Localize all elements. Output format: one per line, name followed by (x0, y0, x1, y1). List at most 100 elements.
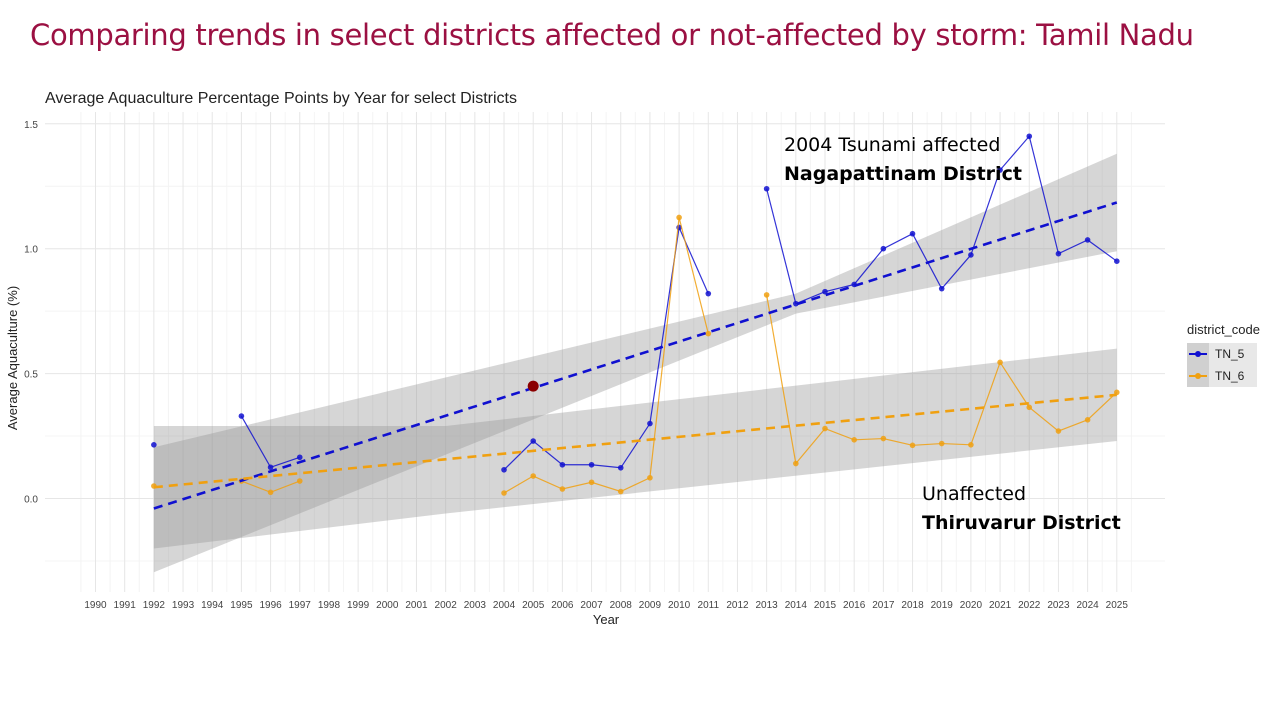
affected-annotation: 2004 Tsunami affected Nagapattinam Distr… (784, 131, 1022, 189)
data-point-tn6 (559, 486, 566, 492)
data-point-tn6 (267, 489, 274, 496)
unaffected-annotation-line1: Unaffected (922, 483, 1027, 505)
highlight-point (527, 380, 539, 392)
data-point-tn5 (296, 454, 303, 461)
data-point-tn5 (151, 441, 157, 448)
x-tick-label: 2023 (1047, 600, 1070, 611)
data-point-tn5 (1114, 258, 1120, 264)
data-point-tn6 (647, 474, 653, 481)
data-point-tn6 (588, 479, 595, 486)
legend-key-tn6 (1187, 365, 1209, 387)
data-point-tn6 (763, 292, 770, 298)
data-point-tn5 (1026, 133, 1033, 140)
data-point-tn5 (909, 230, 916, 237)
confidence-band-tn_5 (153, 153, 1117, 573)
x-tick-label: 2002 (435, 600, 458, 611)
confidence-bands (153, 153, 1117, 573)
data-point-tn5 (997, 167, 1003, 173)
x-tick-label: 1998 (318, 600, 341, 611)
slide-title: Comparing trends in select districts aff… (30, 18, 1194, 52)
x-tick-label: 1990 (84, 600, 107, 611)
data-point-tn5 (238, 413, 245, 419)
data-point-tn6 (968, 441, 974, 448)
legend-title: district_code (1187, 322, 1260, 337)
data-point-tn5 (1055, 250, 1062, 257)
data-point-tn6 (793, 460, 799, 467)
x-tick-label: 1995 (230, 600, 253, 611)
x-tick-label: 2009 (639, 600, 662, 611)
data-point-tn6 (676, 214, 682, 221)
x-tick-label: 2020 (960, 600, 983, 611)
y-tick-label: 0.5 (24, 370, 38, 381)
series-layer (151, 133, 1120, 510)
confidence-band-tn_6 (153, 348, 1117, 549)
trend-line-tn5 (153, 201, 1118, 510)
data-point-tn5 (880, 245, 887, 252)
data-point-tn5 (559, 461, 566, 468)
x-tick-label: 2017 (872, 600, 895, 611)
x-tick-label: 2004 (493, 600, 516, 611)
data-point-tn6 (997, 359, 1003, 366)
x-tick-label: 1993 (172, 600, 195, 611)
x-tick-label: 2015 (814, 600, 837, 611)
data-point-tn6 (501, 490, 507, 496)
x-tick-label: 2014 (785, 600, 808, 611)
grid-layer (45, 112, 1165, 592)
x-tick-label: 2003 (464, 600, 487, 611)
data-point-tn6 (296, 478, 303, 484)
legend-item-tn6: TN_6 (1187, 365, 1257, 387)
data-point-tn5 (968, 252, 974, 258)
x-tick-label: 2001 (405, 600, 428, 611)
data-point-tn6 (530, 473, 536, 479)
x-tick-label: 1999 (347, 600, 370, 611)
x-axis-label: Year (593, 612, 620, 627)
x-tick-label: 1991 (114, 600, 137, 611)
x-tick-label: 2005 (522, 600, 545, 611)
data-point-tn6 (851, 436, 857, 443)
affected-annotation-line1: 2004 Tsunami affected (784, 134, 1001, 156)
x-tick-label: 2007 (580, 600, 603, 611)
x-tick-label: 2019 (931, 600, 954, 611)
legend-item-tn5: TN_5 (1187, 343, 1257, 365)
unaffected-annotation-line2: Thiruvarur District (922, 512, 1121, 534)
data-point-tn5 (938, 285, 945, 292)
y-tick-label: 1.0 (24, 245, 38, 256)
x-tick-label: 2021 (989, 600, 1012, 611)
data-point-tn5 (530, 438, 536, 444)
series-line-tn6 (503, 217, 709, 494)
x-tick-label: 1994 (201, 600, 224, 611)
data-point-tn5 (705, 290, 712, 297)
x-tick-label: 2000 (376, 600, 399, 611)
x-tick-label: 2008 (610, 600, 633, 611)
data-point-tn6 (938, 440, 945, 447)
data-point-tn6 (1084, 417, 1091, 423)
y-axis-label: Average Aquaculture (%) (5, 286, 20, 430)
data-point-tn5 (588, 461, 595, 468)
y-tick-label: 1.5 (24, 120, 38, 131)
data-point-tn5 (617, 464, 624, 471)
x-tick-label: 2010 (668, 600, 691, 611)
data-point-tn5 (822, 288, 828, 295)
data-point-tn6 (880, 435, 887, 442)
data-point-tn5 (267, 464, 274, 471)
data-point-tn6 (909, 442, 916, 449)
data-point-tn6 (617, 488, 624, 495)
x-tick-label: 1997 (289, 600, 312, 611)
legend: district_code TN_5 TN_6 (1187, 322, 1260, 387)
legend-key-tn5 (1187, 343, 1209, 365)
x-tick-label: 2006 (551, 600, 574, 611)
x-tick-label: 2012 (726, 600, 749, 611)
x-tick-label: 1996 (259, 600, 282, 611)
data-point-tn6 (1055, 428, 1062, 434)
legend-label-tn6: TN_6 (1215, 369, 1245, 383)
x-tick-label: 2024 (1076, 600, 1099, 611)
data-point-tn6 (822, 425, 828, 432)
x-tick-label: 1992 (143, 600, 166, 611)
data-point-tn5 (793, 300, 799, 307)
unaffected-annotation: Unaffected Thiruvarur District (922, 480, 1121, 538)
x-tick-label: 2022 (1018, 600, 1041, 611)
x-tick-label: 2018 (901, 600, 924, 611)
y-tick-label: 0.0 (24, 495, 38, 506)
data-point-tn6 (705, 330, 712, 337)
